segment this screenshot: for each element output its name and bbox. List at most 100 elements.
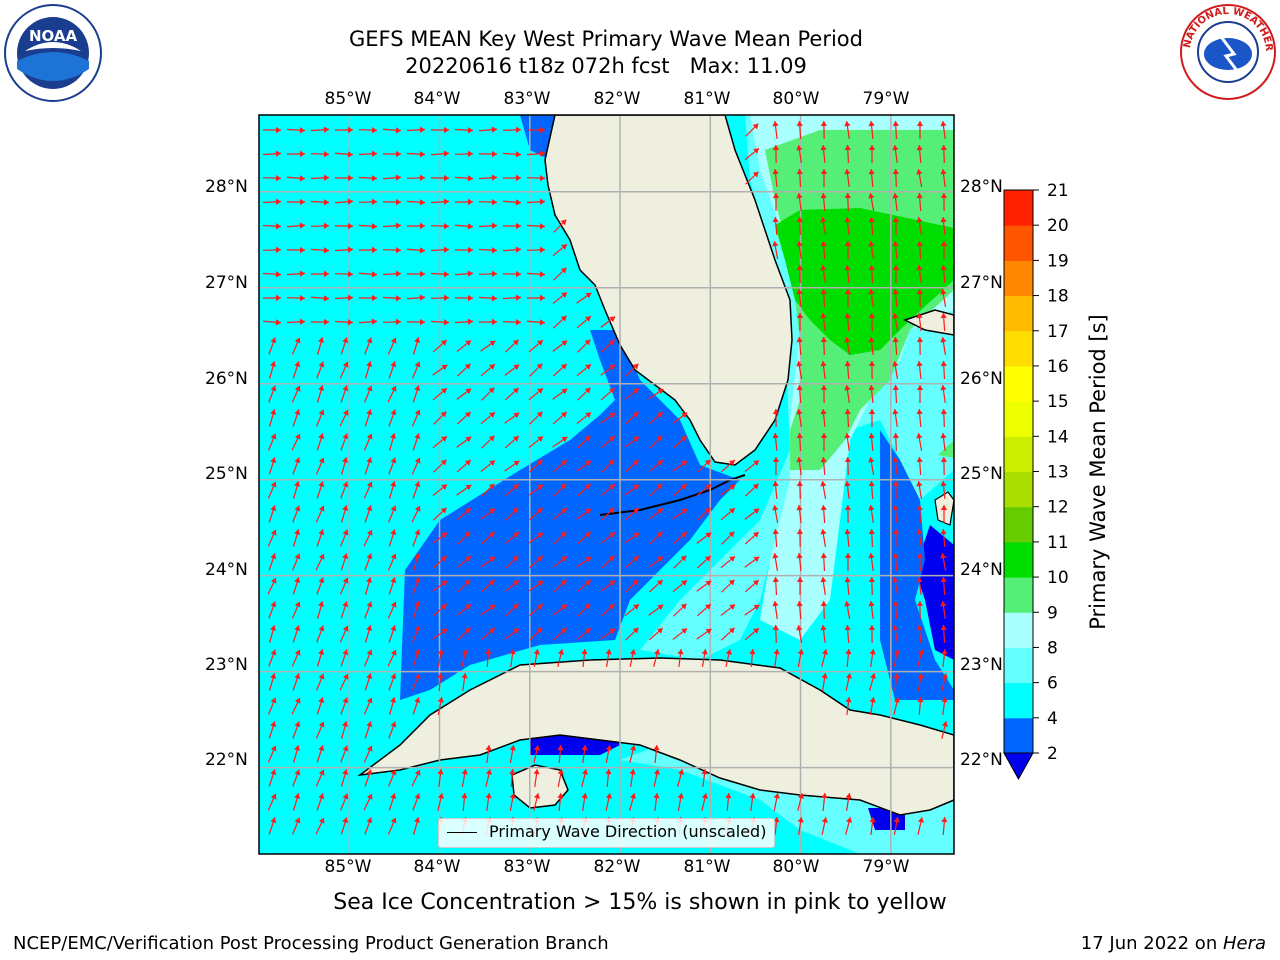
wave-arrow-head	[844, 265, 851, 271]
wave-arrow-head	[294, 649, 301, 656]
chart-title: GEFS MEAN Key West Primary Wave Mean Per…	[349, 27, 863, 51]
colorbar-tick-label: 10	[1047, 568, 1069, 588]
wave-arrow-head	[275, 198, 281, 205]
wave-arrow-head	[772, 601, 779, 607]
wave-arrow-head	[940, 217, 947, 223]
wave-arrow-head	[318, 337, 325, 343]
lat-tick-right-24n: 24°N	[960, 560, 1003, 580]
wave-arrow-head	[440, 411, 447, 418]
wave-arrow-head	[270, 649, 277, 656]
wave-arrow-head	[441, 484, 448, 490]
wave-arrow-head	[868, 577, 876, 583]
wave-arrow-head	[704, 507, 711, 514]
wave-arrow-head	[796, 625, 803, 631]
wave-arrow-head	[464, 531, 471, 538]
wave-arrow-head	[941, 697, 948, 703]
wave-period-2-4-bahamas	[880, 430, 954, 700]
wave-arrow-head	[632, 363, 639, 370]
wave-arrow-head	[512, 387, 519, 394]
wave-arrow-head	[414, 481, 421, 488]
wave-arrow-head	[390, 601, 397, 608]
wave-arrow-head	[513, 484, 519, 490]
wave-arrow-head	[294, 745, 301, 751]
colorbar-segment	[1004, 717, 1033, 754]
wave-arrow-head	[270, 505, 277, 512]
wave-arrow-head	[539, 319, 545, 326]
wave-arrow-head	[632, 508, 639, 514]
wave-arrow-head	[390, 361, 397, 368]
wave-arrow-head	[318, 481, 325, 488]
lon-tick-bottom-82w: 82°W	[593, 857, 641, 877]
wave-arrow-head	[796, 577, 804, 582]
wave-arrow-head	[752, 171, 759, 178]
wave-arrow-head	[491, 174, 497, 181]
wave-arrow-head	[820, 577, 827, 583]
wave-arrow-head	[581, 745, 588, 751]
wave-arrow-head	[414, 337, 421, 343]
wave-arrow-head	[753, 460, 760, 466]
wave-arrow-head	[681, 580, 687, 586]
wave-arrow-head	[796, 121, 803, 127]
wave-arrow-head	[772, 625, 780, 631]
wave-arrow-head	[342, 457, 349, 463]
wave-arrow-head	[485, 769, 492, 775]
wave-arrow-head	[560, 363, 567, 370]
wave-arrow-head	[371, 318, 377, 325]
wave-arrow-head	[440, 459, 447, 466]
wave-arrow-head	[342, 553, 349, 560]
wave-arrow-head	[892, 433, 900, 439]
wave-arrow-head	[300, 198, 305, 206]
wave-arrow-head	[557, 793, 564, 799]
lat-tick-right-25n: 25°N	[960, 464, 1003, 484]
wave-arrow-head	[629, 745, 637, 751]
wave-arrow-head	[609, 436, 615, 442]
wave-arrow-head	[414, 409, 421, 416]
wave-arrow-head	[491, 247, 497, 254]
wave-arrow-head	[796, 553, 803, 559]
wave-arrow-head	[515, 151, 521, 158]
wave-arrow-head	[323, 270, 329, 278]
wave-arrow-head	[940, 265, 947, 271]
wave-arrow-head	[437, 649, 444, 655]
wave-arrow-head	[342, 337, 349, 344]
wave-arrow-head	[753, 604, 760, 611]
wave-arrow-head	[632, 411, 639, 418]
wave-arrow-head	[390, 673, 397, 680]
wave-arrow-head	[270, 361, 277, 367]
wave-arrow-head	[294, 577, 301, 584]
wave-arrow-head	[916, 505, 923, 511]
wave-arrow-head	[366, 817, 373, 824]
wave-arrow-head	[653, 769, 660, 775]
lon-tick-bottom-81w: 81°W	[683, 857, 731, 877]
wave-arrow-head	[395, 318, 401, 326]
wave-arrow-head	[844, 193, 852, 199]
wave-arrow-head	[318, 529, 325, 536]
nws-logo: NATIONAL WEATHER SERVICE	[1178, 2, 1276, 100]
wave-arrow-head	[419, 199, 425, 206]
wave-arrow-head	[585, 412, 592, 418]
wave-arrow-head	[342, 409, 349, 416]
wave-arrow-head	[868, 289, 875, 295]
wave-arrow-head	[512, 507, 519, 514]
wave-arrow-head	[489, 508, 496, 515]
wave-arrow-head	[753, 508, 760, 515]
wave-arrow-head	[870, 673, 877, 679]
wave-arrow-head	[513, 364, 520, 371]
gridlines	[259, 115, 954, 854]
wave-arrow-head	[414, 457, 421, 464]
wave-arrow-head	[916, 553, 924, 559]
wave-arrow-head	[536, 627, 543, 634]
lon-tick-bottom-83w: 83°W	[503, 857, 551, 877]
wave-arrow-head	[371, 271, 377, 278]
lon-tick-bottom-80w: 80°W	[772, 857, 820, 877]
wave-arrow-head	[437, 697, 444, 703]
wave-arrow-head	[820, 337, 828, 343]
wave-arrow-head	[869, 817, 876, 823]
wave-arrow-head	[491, 126, 497, 133]
wave-arrow-head	[513, 580, 520, 586]
wave-arrow-head	[441, 532, 448, 539]
wave-arrow-head	[419, 174, 425, 182]
wave-arrow-head	[275, 246, 281, 254]
wave-arrow-head	[461, 793, 468, 799]
wave-arrow-head	[608, 459, 615, 466]
